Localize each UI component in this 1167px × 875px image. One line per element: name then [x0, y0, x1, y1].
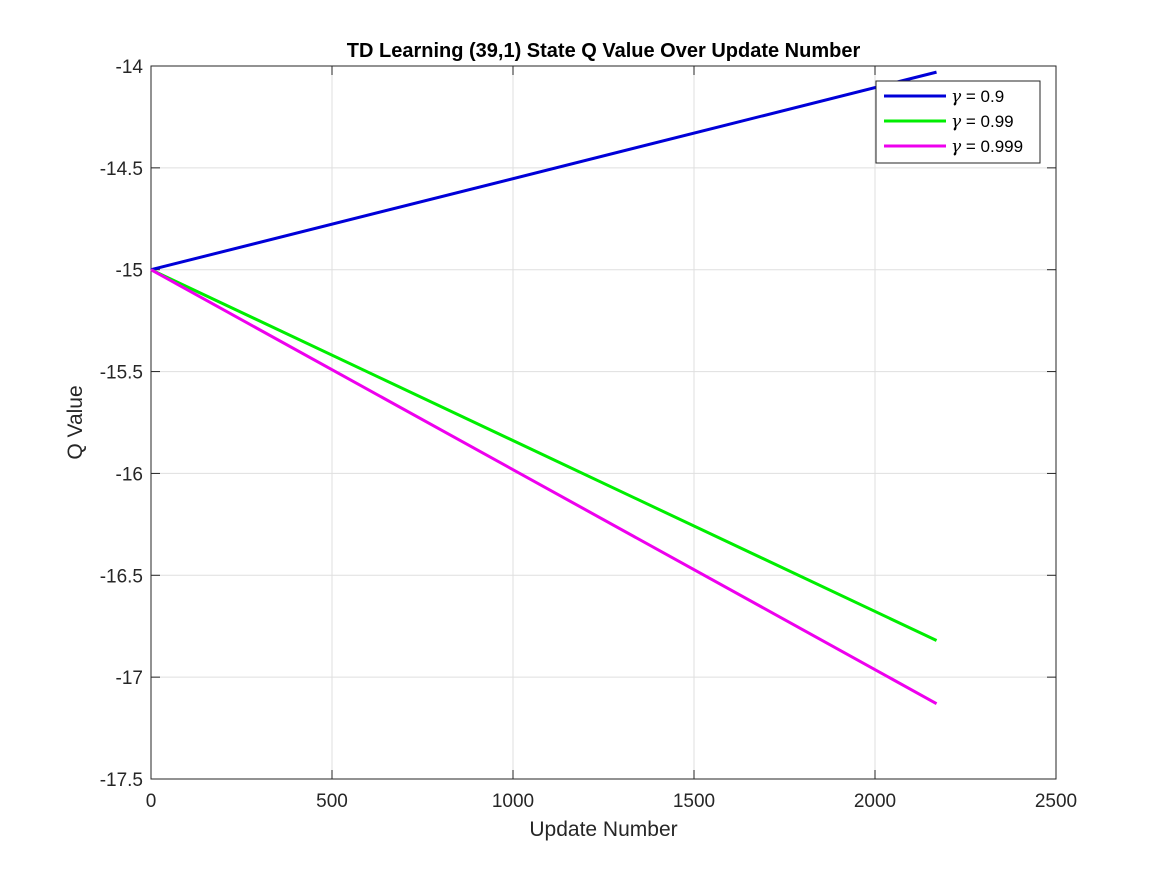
legend-value-text: = 0.99 [961, 112, 1013, 131]
x-tick-label: 0 [146, 791, 157, 812]
series-layer [150, 70, 938, 705]
legend-value-text: = 0.9 [961, 87, 1004, 106]
y-tick-label: -14 [116, 57, 144, 78]
legend-gamma-symbol: γ [951, 112, 962, 132]
legend-label-2[interactable]: γ = 0.99 [951, 112, 1014, 132]
chart-title: TD Learning (39,1) State Q Value Over Up… [347, 40, 861, 62]
x-tick-label: 500 [316, 791, 348, 812]
legend-gamma-symbol: γ [951, 87, 962, 107]
legend-label-1[interactable]: γ = 0.9 [951, 87, 1004, 107]
y-tick-label: -15.5 [100, 363, 143, 384]
legend[interactable]: γ = 0.9γ = 0.99γ = 0.999 [875, 80, 1041, 164]
series-line-1 [150, 70, 937, 272]
plot-area [150, 65, 1057, 780]
series-line-3 [150, 268, 938, 705]
legend-gamma-symbol: γ [951, 137, 962, 157]
y-tick-label: -17 [116, 668, 143, 689]
x-tick-label: 1000 [492, 791, 534, 812]
x-tick-label: 1500 [673, 791, 715, 812]
x-tick-label: 2500 [1035, 791, 1077, 812]
x-axis-title: Update Number [529, 818, 677, 841]
grid-layer [150, 65, 1057, 780]
y-tick-label: -16.5 [100, 566, 143, 587]
y-axis-title: Q Value [64, 385, 87, 459]
legend-value-text: = 0.999 [961, 137, 1023, 156]
y-tick-label: -16 [116, 464, 143, 485]
y-tick-label: -14.5 [100, 159, 143, 180]
y-tick-label: -17.5 [100, 770, 143, 791]
series-line-2 [150, 268, 938, 642]
y-tick-label: -15 [116, 261, 143, 282]
x-tick-label: 2000 [854, 791, 896, 812]
legend-label-3[interactable]: γ = 0.999 [951, 137, 1023, 157]
tick-layer: 0 500 1000 1500 2000 2500 -17.5 -17 -16.5 -16 -15.… [100, 57, 1077, 812]
